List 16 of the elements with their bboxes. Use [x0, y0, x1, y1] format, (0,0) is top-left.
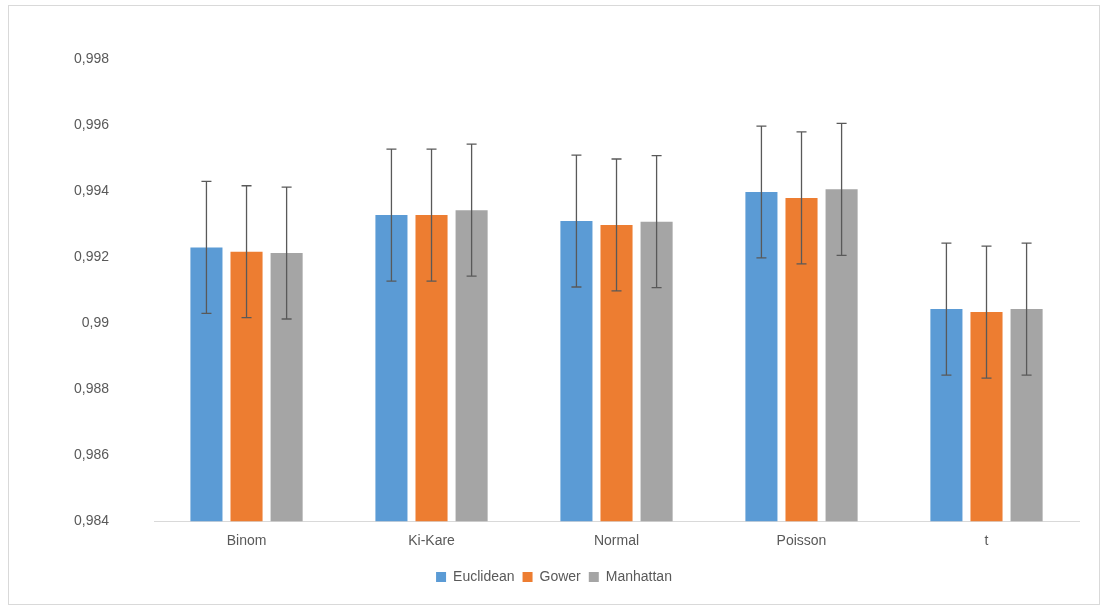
- x-tick-label: t: [984, 532, 989, 549]
- y-tick-label: 0,99: [81, 314, 110, 331]
- x-tick-label: Binom: [226, 532, 267, 549]
- legend-label: Gower: [539, 567, 582, 584]
- legend-label: Euclidean: [453, 567, 515, 584]
- y-tick-label: 0,986: [73, 446, 110, 463]
- y-tick-label: 0,992: [73, 248, 110, 265]
- y-tick-label: 0,998: [73, 50, 110, 67]
- legend-label: Manhattan: [605, 567, 672, 584]
- x-tick-label: Ki-Kare: [408, 532, 456, 549]
- y-tick-label: 0,996: [73, 116, 110, 133]
- y-tick-label: 0,988: [73, 380, 110, 397]
- y-tick-label: 0,984: [73, 512, 110, 529]
- x-tick-label: Normal: [593, 532, 640, 549]
- x-tick-label: Poisson: [776, 532, 827, 549]
- y-tick-label: 0,994: [73, 182, 110, 199]
